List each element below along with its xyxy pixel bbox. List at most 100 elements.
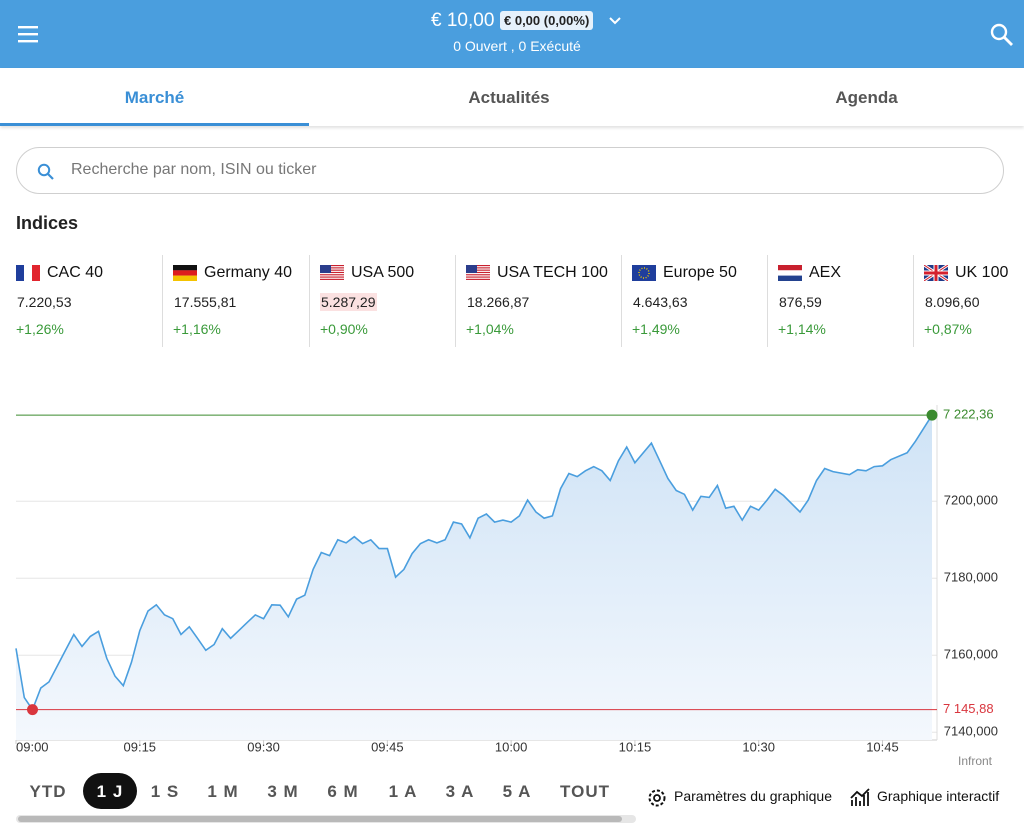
high-label: 7 222,36	[943, 407, 994, 422]
flag-part	[320, 274, 344, 276]
index-card[interactable]: USA 500 5.287,29 +0,90%	[309, 255, 466, 347]
range-button[interactable]: 1 J	[83, 773, 137, 809]
high-marker	[926, 409, 938, 421]
chevron[interactable]	[609, 16, 621, 26]
balance: € 10,00	[431, 10, 495, 31]
index-name: AEX	[809, 264, 842, 281]
flag	[924, 265, 948, 281]
index-card[interactable]: USA TECH 100 18.266,87 +1,04%	[455, 255, 612, 347]
interactive-chart[interactable]: Graphique interactif	[877, 788, 1000, 804]
index-card[interactable]: UK 100 8.096,60 +0,87%	[913, 255, 1024, 347]
settings-icon[interactable]	[646, 787, 668, 809]
order-status: 0 Ouvert , 0 Exécuté	[453, 38, 581, 54]
flag-part	[778, 265, 802, 271]
range-button[interactable]: YTD	[29, 782, 67, 801]
chart-settings[interactable]: Paramètres du graphique	[674, 788, 832, 804]
index-change: +0,87%	[924, 321, 972, 337]
tab[interactable]: Actualités	[468, 88, 550, 107]
flag-part	[466, 271, 490, 274]
flag-part	[632, 265, 656, 281]
flag-part	[466, 278, 490, 280]
flag-part	[320, 271, 344, 274]
index-value: 4.643,63	[633, 294, 688, 310]
y-tick-label: 7160,000	[944, 647, 998, 662]
flag-part	[466, 265, 477, 273]
x-tick-label: 09:30	[247, 739, 280, 754]
separator	[162, 255, 163, 347]
scroll-track	[16, 815, 636, 823]
index-name: USA 500	[351, 264, 415, 281]
tab-bar: Marché Actualités Agenda	[0, 68, 1024, 126]
index-card[interactable]: CAC 40 7.220,53 +1,26%	[16, 255, 162, 347]
flag	[778, 265, 802, 281]
header: € 10,00 € 0,00 (0,00%) 0 Ouvert , 0 Exéc…	[0, 0, 1024, 68]
flag-part	[320, 276, 344, 278]
flag	[16, 265, 40, 281]
range-button[interactable]: 5 A	[502, 782, 532, 801]
search-icon	[37, 163, 54, 180]
index-value: 7.220,53	[17, 294, 72, 310]
x-tick-label: 10:15	[619, 739, 652, 754]
flag-part	[778, 275, 802, 281]
menu-bar	[18, 33, 38, 36]
x-tick-label: 10:30	[742, 739, 775, 754]
chevron-path	[609, 17, 621, 25]
interactive-icon[interactable]	[850, 788, 870, 808]
menu-button[interactable]	[18, 25, 38, 43]
flag-part	[924, 265, 948, 281]
flag	[320, 265, 344, 281]
flag-part	[466, 274, 490, 276]
flag	[173, 265, 197, 281]
range-button[interactable]: 1 A	[388, 782, 418, 801]
low-label: 7 145,88	[943, 701, 994, 716]
flag-part	[466, 276, 490, 278]
index-name: Europe 50	[663, 264, 737, 281]
index-value: 18.266,87	[467, 294, 530, 310]
index-change: +1,49%	[632, 321, 680, 337]
flag-part	[320, 278, 344, 280]
flag-part	[320, 265, 344, 267]
index-name: Germany 40	[204, 264, 293, 281]
flag-part	[32, 265, 40, 281]
search-lens	[37, 163, 51, 177]
separator	[621, 255, 622, 347]
section-title: Indices	[16, 213, 79, 233]
range-button[interactable]: 3 M	[267, 782, 299, 801]
index-change: +1,14%	[778, 321, 826, 337]
index-card[interactable]: Germany 40 17.555,81 +1,16%	[162, 255, 319, 347]
flag	[632, 265, 656, 281]
flag-part	[16, 265, 24, 281]
range-button[interactable]: 1 S	[150, 782, 180, 801]
x-tick-label: 09:45	[371, 739, 404, 754]
x-tick-label: 10:00	[495, 739, 528, 754]
index-value: 876,59	[779, 294, 822, 310]
flag-part	[320, 269, 344, 271]
x-tick-label: 10:45	[866, 739, 899, 754]
search-lens	[990, 23, 1008, 41]
search-box[interactable]: Recherche par nom, ISIN ou ticker	[16, 147, 1004, 194]
y-tick-label: 7200,000	[944, 493, 998, 508]
search-placeholder: Recherche par nom, ISIN ou ticker	[71, 161, 317, 178]
index-value: 17.555,81	[174, 294, 237, 310]
index-change: +1,04%	[466, 321, 514, 337]
y-tick-label: 7140,000	[944, 724, 998, 739]
tab[interactable]: Marché	[0, 68, 309, 126]
range-button[interactable]: 1 M	[207, 782, 239, 801]
low-marker	[27, 704, 39, 716]
index-card[interactable]: AEX 876,59 +1,14%	[767, 255, 924, 347]
index-change: +0,90%	[320, 321, 368, 337]
range-button[interactable]: 6 M	[327, 782, 359, 801]
scroll-thumb[interactable]	[18, 816, 622, 822]
area-fill	[16, 415, 932, 740]
flag-part	[638, 267, 650, 279]
separator	[455, 255, 456, 347]
search-button[interactable]	[990, 23, 1014, 47]
index-card[interactable]: Europe 50 4.643,63 +1,49%	[621, 255, 778, 347]
range-button[interactable]: 3 A	[445, 782, 475, 801]
data-source: Infront	[958, 754, 993, 768]
range-button[interactable]: TOUT	[560, 782, 610, 801]
flag-part	[173, 270, 197, 276]
tab[interactable]: Agenda	[835, 88, 898, 107]
